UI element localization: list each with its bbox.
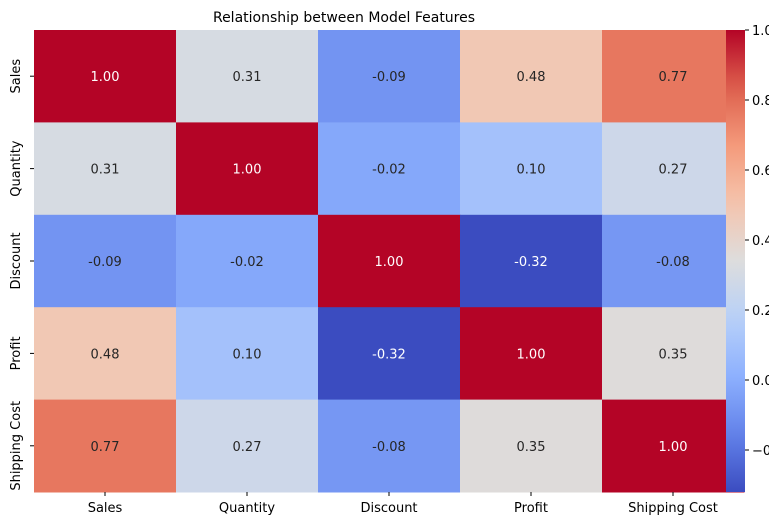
heatmap-cell-label: -0.08 (372, 440, 406, 455)
heatmap-cell (460, 214, 603, 308)
y-tick-label: Shipping Cost (9, 401, 24, 491)
heatmap-cell (602, 214, 745, 308)
heatmap-cell-label: 0.27 (659, 163, 688, 178)
heatmap-cell (176, 122, 319, 216)
heatmap-cell (318, 399, 461, 493)
x-tick-label: Shipping Cost (628, 501, 718, 516)
y-tick-label: Quantity (9, 140, 24, 196)
heatmap-cell-label: 0.35 (659, 347, 688, 362)
heatmap-cell (34, 399, 177, 493)
heatmap-cell-label: 1.00 (517, 347, 546, 362)
heatmap-cell-label: -0.32 (372, 347, 406, 362)
heatmap-cell-label: 0.77 (659, 70, 688, 85)
colorbar: −0.2 0.0 0.2 0.4 0.6 0.8 1.0 (726, 24, 769, 492)
y-axis-ticks: Sales Quantity Discount Profit Shipping Cost (9, 59, 34, 491)
heatmap-cell-label: -0.09 (372, 70, 406, 85)
heatmap-cell-label: 0.10 (233, 347, 262, 362)
heatmap-cell (460, 30, 603, 123)
heatmap-cells: 1.00 0.31 -0.09 0.48 0.77 0.31 1.00 -0.02 0.10 0.… (34, 30, 745, 493)
heatmap-cell-label: -0.08 (656, 255, 690, 270)
heatmap-cell (34, 30, 177, 123)
colorbar-tick-label: 0.8 (752, 94, 769, 109)
heatmap-cell (34, 307, 177, 401)
heatmap-cell (318, 30, 461, 123)
heatmap-cell-label: 0.48 (91, 347, 120, 362)
heatmap-cell (176, 30, 319, 123)
heatmap-cell-label: -0.32 (514, 255, 548, 270)
heatmap-cell-label: 1.00 (91, 70, 120, 85)
heatmap-cell (602, 307, 745, 401)
heatmap-cell (602, 399, 745, 493)
heatmap-cell (176, 214, 319, 308)
heatmap-cell-label: 0.10 (517, 163, 546, 178)
heatmap-cell (318, 122, 461, 216)
heatmap-cell-label: -0.02 (230, 255, 264, 270)
x-tick-label: Quantity (219, 501, 275, 516)
heatmap-cell-label: 1.00 (659, 440, 688, 455)
heatmap-cell (460, 122, 603, 216)
heatmap-cell-label: 0.31 (233, 70, 262, 85)
heatmap-cell (318, 307, 461, 401)
heatmap-cell-label: 0.48 (517, 70, 546, 85)
heatmap-cell (602, 30, 745, 123)
heatmap-cell-label: 1.00 (233, 163, 262, 178)
heatmap-cell-label: 0.27 (233, 440, 262, 455)
colorbar-gradient (726, 30, 745, 492)
x-axis-ticks: Sales Quantity Discount Profit Shipping Cost (88, 492, 718, 516)
x-tick-label: Discount (360, 501, 417, 516)
heatmap-cell (460, 399, 603, 493)
heatmap-cell-label: 0.35 (517, 440, 546, 455)
heatmap-cell-label: -0.09 (88, 255, 122, 270)
colorbar-tick-label: 0.0 (752, 374, 769, 389)
colorbar-tick-label: 0.2 (752, 304, 769, 319)
x-tick-label: Profit (514, 501, 548, 516)
colorbar-tick-label: 0.4 (752, 234, 769, 249)
heatmap-cell (176, 399, 319, 493)
y-tick-label: Discount (9, 232, 24, 289)
colorbar-tick-label: −0.2 (752, 444, 769, 459)
heatmap-cell (34, 122, 177, 216)
heatmap-cell-label: -0.02 (372, 163, 406, 178)
heatmap-cell-label: 0.31 (91, 163, 120, 178)
heatmap-cell-label: 0.77 (91, 440, 120, 455)
heatmap-cell (34, 214, 177, 308)
heatmap-cell (318, 214, 461, 308)
y-tick-label: Sales (9, 59, 24, 94)
colorbar-tick-label: 0.6 (752, 164, 769, 179)
chart-title: Relationship between Model Features (213, 10, 475, 26)
heatmap-cell (602, 122, 745, 216)
y-tick-label: Profit (9, 336, 24, 370)
colorbar-tick-label: 1.0 (752, 24, 769, 39)
x-tick-label: Sales (88, 501, 123, 516)
heatmap-cell (460, 307, 603, 401)
heatmap-cell-label: 1.00 (375, 255, 404, 270)
heatmap-cell (176, 307, 319, 401)
